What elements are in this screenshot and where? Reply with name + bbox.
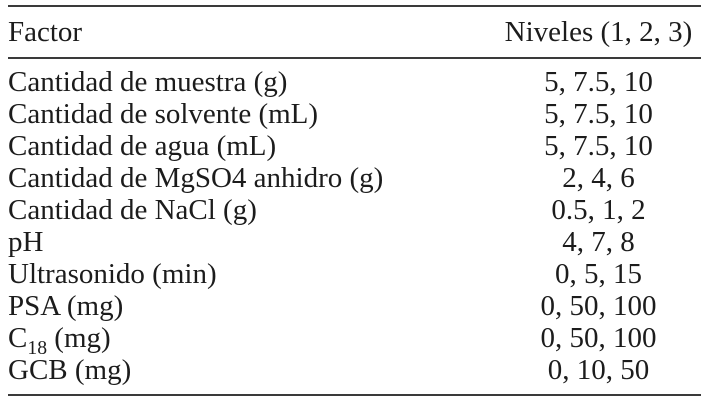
levels-cell: 2, 4, 6: [562, 162, 635, 194]
levels-cell: 0, 50, 100: [540, 322, 657, 354]
levels-cell: 0, 5, 15: [555, 258, 642, 290]
factors-table: Factor Niveles (1, 2, 3) Cantidad de mue…: [8, 5, 701, 396]
subscript: 18: [27, 336, 48, 359]
table-row: Cantidad de NaCl (g) 0.5, 1, 2: [8, 194, 701, 226]
column-header-niveles: Niveles (1, 2, 3): [496, 6, 701, 59]
table-row: pH 4, 7, 8: [8, 226, 701, 258]
levels-cell: 5, 7.5, 10: [544, 66, 653, 98]
table-row: Ultrasonido (min) 0, 5, 15: [8, 258, 701, 290]
factor-cell: pH: [8, 226, 44, 258]
table-row: C18 (mg) 0, 50, 100: [8, 322, 701, 359]
factor-cell: Cantidad de MgSO4 anhidro (g): [8, 162, 384, 194]
table-body: Cantidad de muestra (g) 5, 7.5, 10 Cantida…: [8, 58, 701, 395]
table-row: Cantidad de solvente (mL) 5, 7.5, 10: [8, 98, 701, 130]
factor-cell: Cantidad de solvente (mL): [8, 98, 319, 130]
column-header-factor: Factor: [8, 6, 496, 59]
table-row: Cantidad de agua (mL) 5, 7.5, 10: [8, 130, 701, 162]
levels-cell: 4, 7, 8: [562, 226, 635, 258]
factor-cell: Ultrasonido (min): [8, 258, 217, 290]
levels-cell: 5, 7.5, 10: [544, 130, 653, 162]
table-header: Factor Niveles (1, 2, 3): [8, 6, 701, 59]
levels-cell: 0.5, 1, 2: [551, 194, 646, 226]
factor-cell: C18 (mg): [8, 322, 111, 359]
table-row: GCB (mg) 0, 10, 50: [8, 354, 701, 395]
factor-cell: Cantidad de agua (mL): [8, 130, 277, 162]
table-row: Cantidad de MgSO4 anhidro (g) 2, 4, 6: [8, 162, 701, 194]
header-row: Factor Niveles (1, 2, 3): [8, 6, 701, 59]
levels-cell: 0, 50, 100: [540, 290, 657, 322]
levels-cell: 0, 10, 50: [547, 354, 650, 386]
factor-cell: Cantidad de muestra (g): [8, 66, 288, 98]
factor-cell: PSA (mg): [8, 290, 124, 322]
table-row: PSA (mg) 0, 50, 100: [8, 290, 701, 322]
table-row: Cantidad de muestra (g) 5, 7.5, 10: [8, 58, 701, 98]
levels-cell: 5, 7.5, 10: [544, 98, 653, 130]
factor-cell: Cantidad de NaCl (g): [8, 194, 257, 226]
factor-cell: GCB (mg): [8, 354, 132, 386]
